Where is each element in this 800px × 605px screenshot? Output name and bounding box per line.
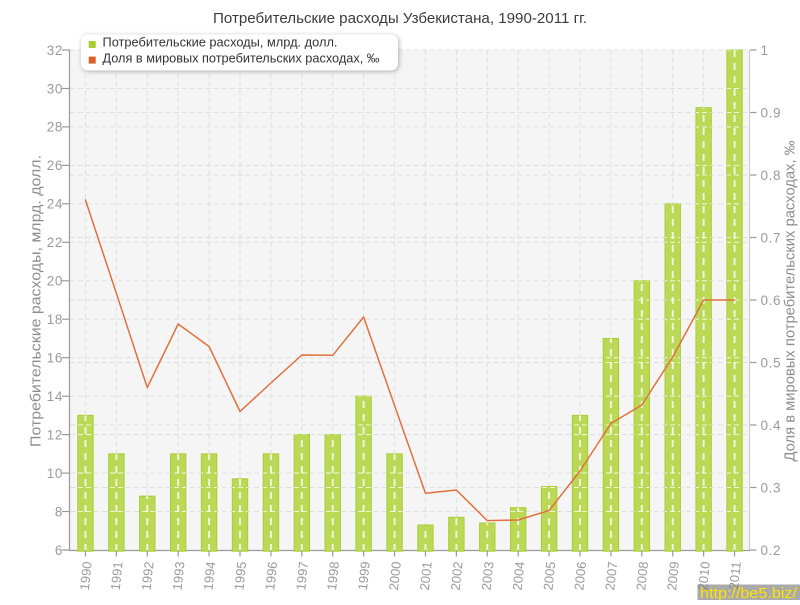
svg-text:http://be5.biz/: http://be5.biz/ <box>700 585 798 600</box>
svg-text:2003: 2003 <box>479 561 497 591</box>
svg-text:0.4: 0.4 <box>761 418 782 433</box>
svg-text:Потребительские расходы, млрд.: Потребительские расходы, млрд. долл. <box>103 35 338 50</box>
svg-text:10: 10 <box>47 466 63 481</box>
svg-text:1993: 1993 <box>170 561 188 591</box>
svg-text:32: 32 <box>47 43 63 58</box>
svg-text:1990: 1990 <box>77 561 95 591</box>
svg-text:20: 20 <box>47 274 63 289</box>
svg-text:28: 28 <box>47 120 63 135</box>
svg-text:2009: 2009 <box>664 561 682 591</box>
svg-text:Потребительские расходы, млрд.: Потребительские расходы, млрд. долл. <box>28 155 45 447</box>
svg-text:14: 14 <box>47 389 63 404</box>
svg-text:Доля в мировых потребительских: Доля в мировых потребительских расходах,… <box>103 51 380 66</box>
svg-text:1991: 1991 <box>108 561 126 591</box>
svg-text:1996: 1996 <box>262 561 280 591</box>
svg-text:0.5: 0.5 <box>761 355 782 370</box>
svg-text:0.3: 0.3 <box>761 480 782 495</box>
svg-text:0.8: 0.8 <box>761 168 782 183</box>
svg-text:Потребительские расходы Узбеки: Потребительские расходы Узбекистана, 199… <box>213 10 587 27</box>
svg-text:1: 1 <box>761 43 769 58</box>
svg-text:2006: 2006 <box>571 561 589 591</box>
svg-text:0.2: 0.2 <box>761 543 782 558</box>
svg-text:18: 18 <box>47 312 63 327</box>
svg-text:8: 8 <box>55 504 63 519</box>
svg-text:0.6: 0.6 <box>761 293 782 308</box>
svg-text:2001: 2001 <box>417 561 435 591</box>
svg-text:26: 26 <box>47 158 63 173</box>
svg-text:2002: 2002 <box>448 561 466 591</box>
svg-text:1992: 1992 <box>139 561 157 591</box>
svg-text:2004: 2004 <box>510 561 528 591</box>
svg-text:2008: 2008 <box>633 561 651 591</box>
svg-text:1994: 1994 <box>200 561 218 591</box>
svg-text:1995: 1995 <box>231 561 249 591</box>
svg-text:2000: 2000 <box>386 561 404 591</box>
svg-text:24: 24 <box>47 197 63 212</box>
svg-text:30: 30 <box>47 81 63 96</box>
svg-text:2005: 2005 <box>540 561 558 591</box>
svg-text:1998: 1998 <box>324 561 342 591</box>
svg-text:Доля в мировых потребительских: Доля в мировых потребительских расходах,… <box>783 140 799 461</box>
svg-text:22: 22 <box>47 235 63 250</box>
svg-text:1997: 1997 <box>293 561 311 591</box>
svg-text:12: 12 <box>47 427 63 442</box>
svg-text:1999: 1999 <box>355 561 373 591</box>
svg-text:16: 16 <box>47 351 63 366</box>
svg-text:0.9: 0.9 <box>761 105 782 120</box>
svg-text:2007: 2007 <box>602 561 620 591</box>
svg-text:6: 6 <box>55 543 63 558</box>
svg-text:0.7: 0.7 <box>761 230 782 245</box>
